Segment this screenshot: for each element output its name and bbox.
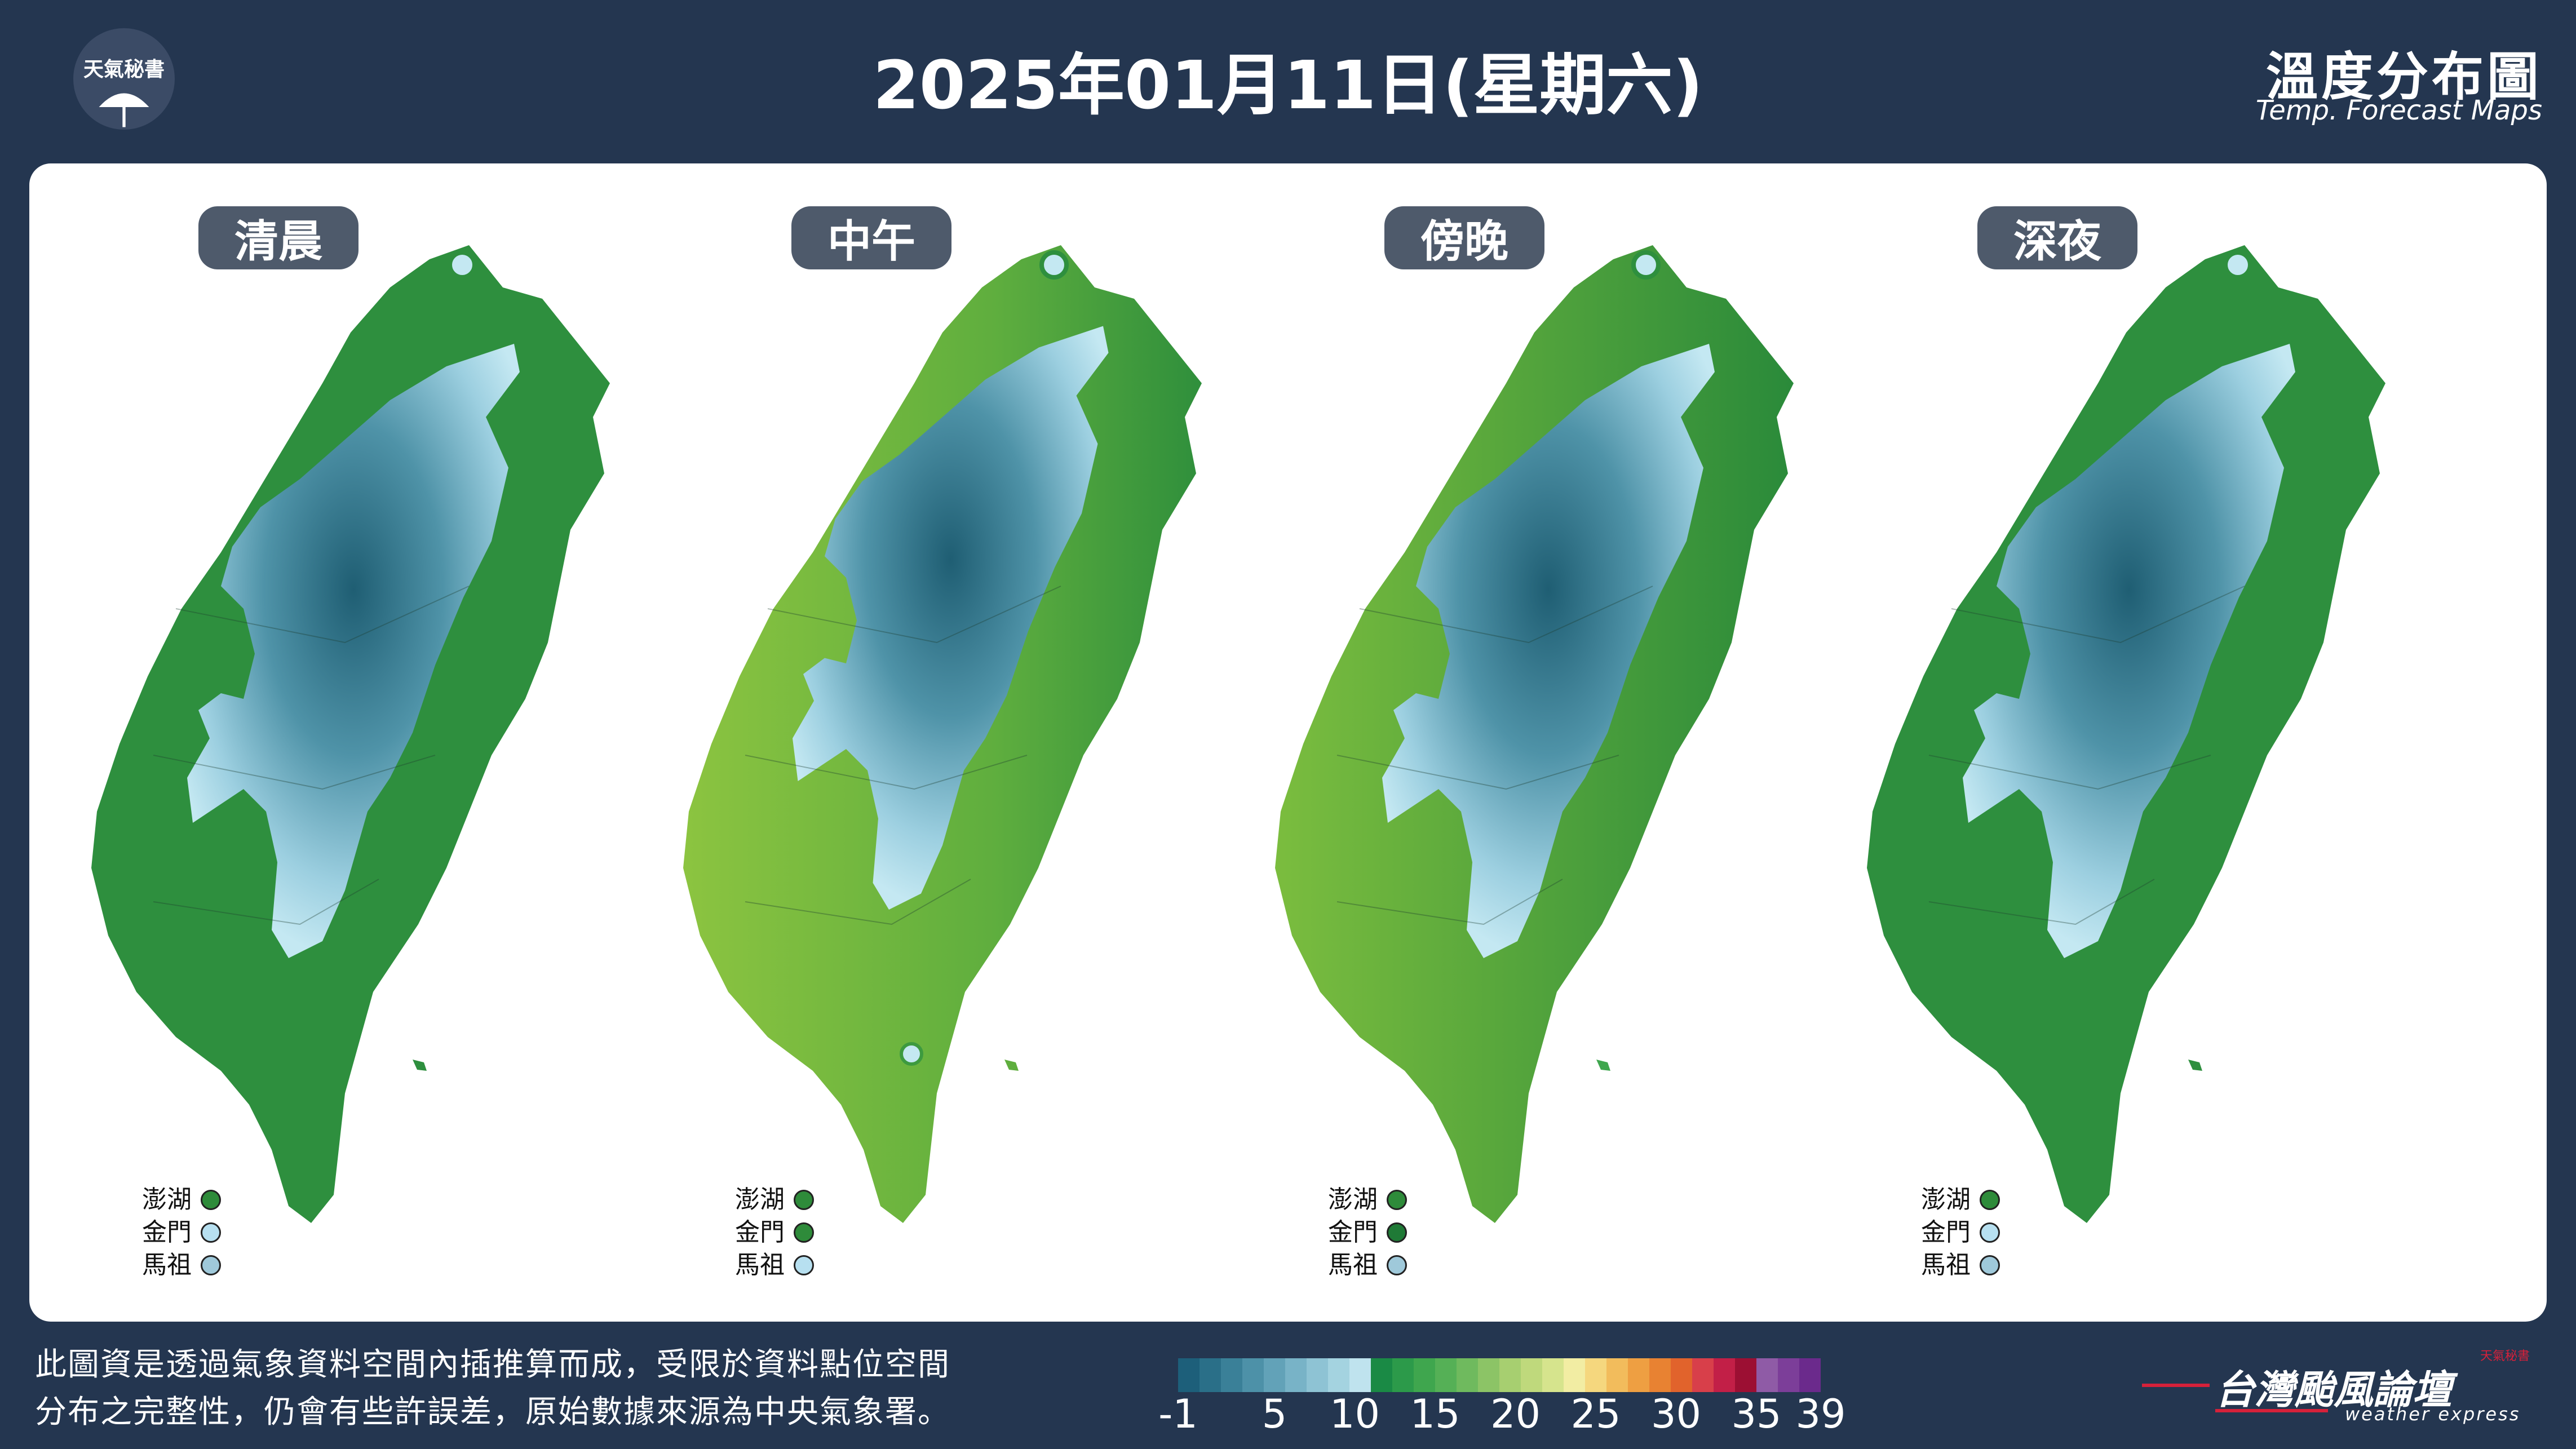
island-name: 金門 bbox=[142, 1218, 192, 1247]
island-dot bbox=[1387, 1255, 1407, 1275]
island-dot bbox=[794, 1255, 814, 1275]
colorbar-swatch bbox=[1349, 1358, 1371, 1392]
island-name: 澎湖 bbox=[735, 1185, 785, 1214]
colorbar-swatch bbox=[1221, 1358, 1242, 1392]
colorbar-swatch bbox=[1328, 1358, 1349, 1392]
colorbar-tick-label: 15 bbox=[1410, 1391, 1460, 1437]
island-dot bbox=[794, 1190, 814, 1210]
island-name: 澎湖 bbox=[1328, 1185, 1378, 1214]
panel-label-noon: 中午 bbox=[791, 206, 951, 269]
colorbar-tick-label: 30 bbox=[1650, 1391, 1702, 1437]
colorbar-swatch bbox=[1756, 1358, 1778, 1392]
island-dot bbox=[201, 1222, 221, 1243]
island-name: 澎湖 bbox=[1921, 1185, 1971, 1214]
colorbar-swatch bbox=[1585, 1358, 1606, 1392]
colorbar-swatch bbox=[1778, 1358, 1799, 1392]
island-name: 澎湖 bbox=[142, 1185, 192, 1214]
colorbar-tick-label: 10 bbox=[1329, 1391, 1380, 1437]
island-name: 金門 bbox=[735, 1218, 785, 1247]
colorbar-swatch bbox=[1521, 1358, 1542, 1392]
map-noon bbox=[683, 245, 1202, 1223]
island-legend-noon: 澎湖 金門 馬祖 bbox=[735, 1184, 814, 1282]
map-title-en: Temp. Forecast Maps bbox=[2255, 95, 2542, 126]
island-name: 馬祖 bbox=[1921, 1251, 1971, 1279]
map-title-zh: 溫度分布圖 bbox=[2265, 47, 2542, 107]
map-dusk bbox=[1275, 245, 1794, 1223]
island-name: 金門 bbox=[1328, 1218, 1378, 1247]
colorbar-swatch bbox=[1799, 1358, 1821, 1392]
island-dot bbox=[201, 1190, 221, 1210]
colorbar-swatch bbox=[1628, 1358, 1649, 1392]
colorbar-swatch bbox=[1671, 1358, 1692, 1392]
maps-panel: 清晨 中午 傍晚 深夜 澎湖 金門 馬祖 澎湖 金門 馬祖 澎湖 金門 馬祖 澎… bbox=[29, 163, 2547, 1322]
panel-label-early-morning: 清晨 bbox=[198, 206, 358, 269]
island-dot bbox=[794, 1222, 814, 1243]
colorbar-swatch bbox=[1200, 1358, 1221, 1392]
colorbar-swatch bbox=[1606, 1358, 1628, 1392]
brand-tag: 天氣秘書 bbox=[2480, 1349, 2530, 1363]
disclaimer-line-2: 分布之完整性，仍會有些許誤差，原始數據來源為中央氣象署。 bbox=[35, 1394, 950, 1430]
colorbar-tick-label: 25 bbox=[1570, 1391, 1621, 1437]
colorbar-swatch bbox=[1307, 1358, 1328, 1392]
brand-underline bbox=[2215, 1409, 2328, 1412]
colorbar-swatch bbox=[1392, 1358, 1414, 1392]
island-dot bbox=[1980, 1190, 2000, 1210]
colorbar-swatch bbox=[1478, 1358, 1499, 1392]
disclaimer-line-1: 此圖資是透過氣象資料空間內插推算而成，受限於資料點位空間 bbox=[35, 1346, 950, 1383]
date-title: 2025年01月11日(星期六) bbox=[873, 46, 1703, 124]
colorbar-swatch bbox=[1714, 1358, 1735, 1392]
disclaimer: 此圖資是透過氣象資料空間內插推算而成，受限於資料點位空間 分布之完整性，仍會有些… bbox=[35, 1341, 1162, 1436]
island-name: 馬祖 bbox=[142, 1251, 192, 1279]
colorbar-swatch bbox=[1178, 1358, 1200, 1392]
colorbar-swatch bbox=[1542, 1358, 1564, 1392]
colorbar-swatch bbox=[1371, 1358, 1392, 1392]
colorbar-tick-label: 39 bbox=[1795, 1391, 1846, 1437]
brand-subtitle: weather express bbox=[2345, 1403, 2521, 1425]
logo: 天氣秘書 bbox=[73, 28, 175, 130]
island-name: 馬祖 bbox=[735, 1251, 785, 1279]
island-name: 馬祖 bbox=[1328, 1251, 1378, 1279]
island-legend-dusk: 澎湖 金門 馬祖 bbox=[1328, 1184, 1407, 1282]
maps-svg bbox=[91, 245, 2385, 1223]
map-late-night bbox=[1867, 245, 2385, 1223]
colorbar-swatch bbox=[1735, 1358, 1756, 1392]
map-early-morning bbox=[91, 245, 610, 1223]
panel-label-late-night: 深夜 bbox=[1977, 206, 2137, 269]
island-dot bbox=[1980, 1255, 2000, 1275]
brand-line-left bbox=[2142, 1384, 2210, 1387]
island-legend-early-morning: 澎湖 金門 馬祖 bbox=[142, 1184, 221, 1282]
island-dot bbox=[1387, 1190, 1407, 1210]
colorbar-tick-label: 35 bbox=[1731, 1391, 1782, 1437]
colorbar-swatch bbox=[1285, 1358, 1307, 1392]
colorbar-tick-label: 5 bbox=[1262, 1391, 1287, 1437]
island-name: 金門 bbox=[1921, 1218, 1971, 1247]
umbrella-icon bbox=[99, 93, 149, 127]
brand-name: 台灣颱風論壇 bbox=[2215, 1367, 2452, 1413]
colorbar-swatch bbox=[1264, 1358, 1285, 1392]
colorbar-swatch bbox=[1692, 1358, 1714, 1392]
island-dot bbox=[1387, 1222, 1407, 1243]
colorbar-swatch bbox=[1564, 1358, 1585, 1392]
island-legend-late-night: 澎湖 金門 馬祖 bbox=[1921, 1184, 2000, 1282]
colorbar-tick-label: -1 bbox=[1158, 1391, 1198, 1437]
colorbar-tick-label: 20 bbox=[1490, 1391, 1541, 1437]
colorbar-swatch bbox=[1414, 1358, 1435, 1392]
island-dot bbox=[1980, 1222, 2000, 1243]
logo-text: 天氣秘書 bbox=[83, 58, 165, 81]
colorbar-swatch bbox=[1242, 1358, 1264, 1392]
colorbar-swatch bbox=[1435, 1358, 1457, 1392]
temperature-colorbar bbox=[1178, 1358, 1821, 1392]
colorbar-swatch bbox=[1649, 1358, 1671, 1392]
colorbar-swatch bbox=[1499, 1358, 1521, 1392]
panel-label-dusk: 傍晚 bbox=[1384, 206, 1544, 269]
island-dot bbox=[201, 1255, 221, 1275]
colorbar-swatch bbox=[1457, 1358, 1478, 1392]
colorbar-ticks: -1 5 10 15 20 25 30 35 39 bbox=[1158, 1391, 2142, 1437]
